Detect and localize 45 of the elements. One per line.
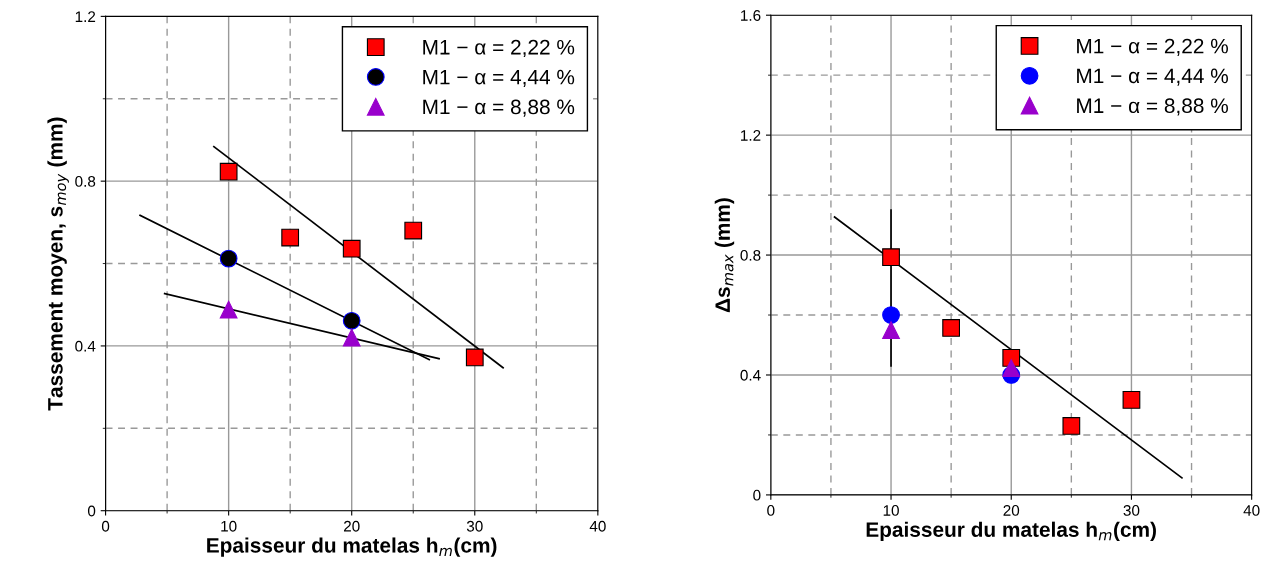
- x-tick-label: 20: [343, 520, 360, 532]
- point: [219, 162, 238, 181]
- point: [404, 221, 423, 240]
- x-tick-label: 0: [101, 520, 110, 532]
- y-axis-title: Δs$_{max}$ (mm): [714, 198, 735, 313]
- legend-label: M1 − α = 8,88 %: [1077, 98, 1228, 116]
- legend-label: M1 − α = 2,22 %: [423, 39, 575, 58]
- y-tick-label: 1.2: [75, 11, 96, 22]
- point: [281, 228, 300, 247]
- point: [882, 321, 900, 339]
- y-axis-title: Tassement moyen, s$_{moy}$ (mm): [47, 117, 69, 411]
- legend-label: M1 − α = 4,44 %: [1077, 68, 1228, 86]
- point: [882, 248, 900, 267]
- x-axis-title: Epaisseur du matelas h$_{m}$(cm): [207, 537, 497, 557]
- point: [1002, 359, 1021, 377]
- point: [342, 311, 361, 330]
- y-tick-label: 0.4: [740, 369, 761, 381]
- y-tick-label: 0.8: [75, 176, 96, 187]
- point: [882, 306, 900, 324]
- y-tick-label: 1.2: [741, 130, 761, 141]
- legend-label: M1 − α = 4,44 %: [423, 69, 575, 87]
- y-tick-label: 0.4: [75, 340, 96, 352]
- point: [219, 249, 238, 268]
- x-tick-label: 10: [883, 505, 899, 516]
- y-tick-label: 0: [753, 489, 761, 501]
- x-tick-label: 10: [221, 520, 237, 532]
- y-tick-label: 0.8: [740, 249, 761, 261]
- x-axis-title: Epaisseur du matelas h$_{m}$(cm): [866, 521, 1156, 542]
- x-tick-label: 30: [466, 520, 483, 532]
- point: [1062, 417, 1081, 435]
- legend-label: M1 − α = 2,22 %: [1077, 38, 1228, 56]
- point: [342, 328, 361, 347]
- x-tick-label: 30: [1123, 505, 1140, 516]
- x-tick-label: 40: [589, 520, 606, 532]
- x-tick-label: 20: [1003, 505, 1020, 516]
- point: [1122, 390, 1141, 409]
- point: [1002, 349, 1021, 367]
- point: [342, 239, 361, 258]
- y-tick-label: 1.6: [741, 10, 761, 21]
- legend-label: M1 − α = 8,88 %: [423, 99, 575, 117]
- point: [942, 319, 961, 337]
- x-tick-label: 0: [767, 505, 775, 516]
- x-tick-label: 40: [1243, 505, 1260, 516]
- point: [219, 300, 238, 319]
- point: [465, 348, 484, 367]
